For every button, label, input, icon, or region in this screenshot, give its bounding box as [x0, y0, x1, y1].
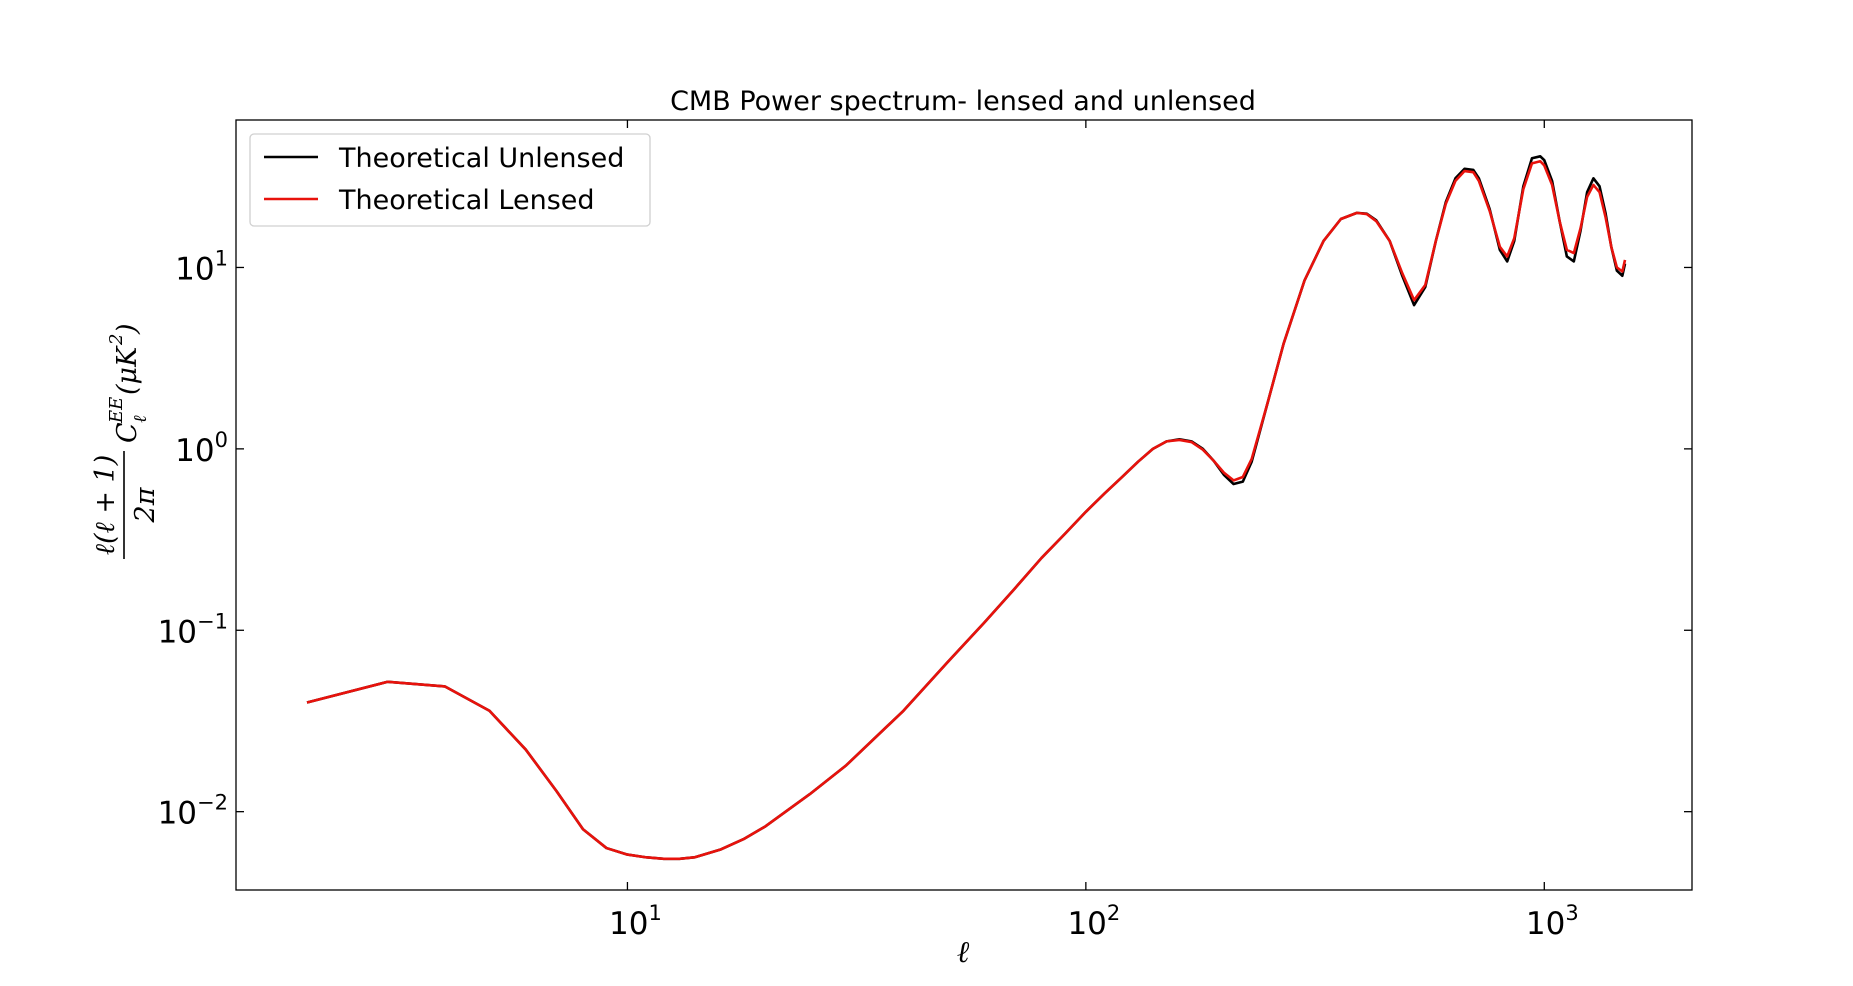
series-line-1	[306, 159, 1627, 861]
series-layer	[306, 155, 1627, 861]
chart-title: CMB Power spectrum- lensed and unlensed	[670, 86, 1256, 117]
plot-area: 101 102 103 10−2 10−1 100 101	[158, 119, 1693, 942]
y-tick-label-3: 101	[175, 246, 228, 287]
x-tick-label-1: 102	[1067, 901, 1120, 942]
legend-box	[249, 133, 651, 227]
legend-label-unlensed: Theoretical Unlensed	[338, 143, 624, 174]
y-tick-label-2: 100	[175, 428, 228, 469]
y-tick-label-1: 10−1	[158, 609, 228, 650]
y-label-subscript: ℓ	[130, 415, 151, 423]
y-label-units: (μK	[112, 345, 143, 395]
x-tick-label-0: 101	[609, 901, 662, 942]
x-axis-label: ℓ	[957, 935, 970, 970]
y-label-superscript: EE	[106, 397, 127, 424]
y-label-coefficient: C	[112, 422, 143, 443]
y-label-numerator: ℓ(ℓ + 1)	[90, 455, 121, 556]
y-label-units-close: )	[112, 323, 143, 335]
plot-frame	[235, 119, 1693, 891]
tick-layer: 101 102 103 10−2 10−1 100 101	[158, 120, 1692, 942]
y-axis-label: ℓ(ℓ + 1) 2π C EE ℓ (μK 2 )	[90, 323, 161, 559]
y-label-denominator: 2π	[130, 486, 161, 523]
y-tick-label-0: 10−2	[158, 791, 228, 832]
y-label-units-exp: 2	[106, 334, 127, 346]
legend-label-lensed: Theoretical Lensed	[338, 185, 595, 216]
x-tick-label-2: 103	[1526, 901, 1579, 942]
legend: Theoretical Unlensed Theoretical Lensed	[249, 133, 651, 227]
